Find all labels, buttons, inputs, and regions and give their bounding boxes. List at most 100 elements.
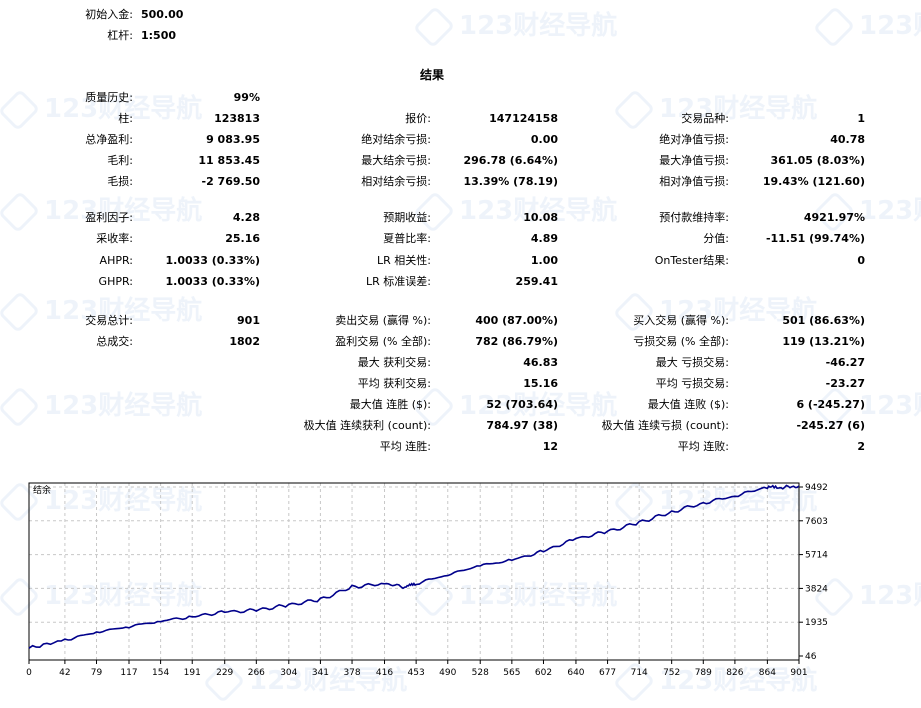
watermark-text: 123财经导航	[859, 391, 921, 421]
col1-label-6: 采收率:	[96, 232, 133, 245]
col2-label-6: LR 相关性:	[377, 254, 431, 267]
col1-label-1: 柱:	[118, 112, 133, 125]
watermark-badge-icon	[412, 5, 456, 48]
col3-label-2: 最大净值亏损:	[659, 154, 729, 167]
col1-label-2: 总净盈利:	[85, 133, 133, 146]
chart-legend: 结余	[33, 484, 51, 496]
y-tick-label: 3824	[805, 584, 828, 594]
col3-value-6: 0	[857, 254, 865, 267]
leverage-label: 杠杆:	[107, 29, 133, 42]
col1-label-5: 盈利因子:	[85, 211, 133, 224]
col2-label-13: 极大值 连续获利 (count):	[303, 419, 431, 432]
x-tick-label: 528	[472, 668, 489, 678]
col1-label-8: GHPR:	[98, 275, 133, 288]
col3-label-7: 买入交易 (赢得 %):	[633, 314, 729, 327]
watermark-text: 123财经导航	[44, 391, 203, 421]
x-tick-label: 752	[663, 668, 680, 678]
col2-value-1: 0.00	[530, 133, 558, 146]
col3-label-8: 亏损交易 (% 全部):	[633, 335, 729, 348]
col3-label-12: 极大值 连续亏损 (count):	[601, 419, 729, 432]
watermark-text: 123财经导航	[459, 11, 618, 41]
col1-value-0: 99%	[233, 91, 260, 104]
col2-value-9: 782 (86.79%)	[475, 335, 558, 348]
watermark-logo: 123财经导航	[412, 5, 618, 48]
col3-value-13: 2	[857, 440, 865, 453]
col2-value-4: 10.08	[523, 211, 558, 224]
col3-value-5: -11.51 (99.74%)	[765, 232, 865, 245]
y-tick-label: 7603	[805, 517, 828, 527]
col2-value-14: 12	[542, 440, 558, 453]
col2-label-3: 相对结余亏损:	[361, 175, 431, 188]
watermark-badge-icon	[0, 88, 41, 131]
y-tick-label: 9492	[805, 483, 828, 493]
watermark-badge-icon	[812, 5, 856, 48]
col2-label-5: 夏普比率:	[383, 232, 431, 245]
x-tick-label: 453	[408, 668, 425, 678]
col2-value-13: 784.97 (38)	[486, 419, 558, 432]
balance-chart: 0 42 79 117 154 191 229 266 304 341 378 416 453 490 52…	[0, 476, 921, 705]
col3-label-11: 最大值 连败 ($):	[647, 398, 729, 411]
col1-value-6: 25.16	[225, 232, 260, 245]
x-tick-label: 42	[59, 668, 70, 678]
balance-chart-svg: 0 42 79 117 154 191 229 266 304 341 378 416 453 490 52…	[26, 482, 828, 678]
col1-value-5: 4.28	[232, 211, 260, 224]
x-tick-label: 341	[312, 668, 329, 678]
col3-label-13: 平均 连败:	[677, 440, 729, 453]
col1-label-4: 毛损:	[107, 175, 133, 188]
col3-label-10: 平均 亏损交易:	[655, 377, 729, 390]
col3-label-6: OnTester结果:	[654, 254, 729, 267]
deposit-label: 初始入金:	[85, 8, 133, 21]
watermark-text: 123财经导航	[859, 11, 921, 41]
col3-label-3: 相对净值亏损:	[659, 175, 729, 188]
col2-value-11: 15.16	[523, 377, 558, 390]
col3-value-8: 119 (13.21%)	[782, 335, 865, 348]
results-title: 结果	[420, 68, 445, 82]
col1-value-7: 1.0033 (0.33%)	[165, 254, 261, 267]
col3-value-4: 4921.97%	[803, 211, 865, 224]
x-tick-label: 565	[503, 668, 520, 678]
x-tick-label: 229	[216, 668, 233, 678]
watermark-badge-icon	[0, 290, 41, 333]
col3-value-12: -245.27 (6)	[796, 419, 865, 432]
x-tick-label: 154	[152, 668, 169, 678]
x-tick-label: 378	[343, 668, 360, 678]
col1-label-3: 毛利:	[107, 154, 133, 167]
col2-label-14: 平均 连胜:	[379, 440, 431, 453]
x-tick-label: 602	[535, 668, 552, 678]
x-tick-label: 79	[91, 668, 103, 678]
col2-label-0: 报价:	[405, 112, 431, 125]
x-tick-label: 304	[280, 668, 297, 678]
col2-value-0: 147124158	[489, 112, 558, 125]
col2-label-10: 最大 获利交易:	[357, 356, 431, 369]
x-tick-label: 677	[599, 668, 616, 678]
col2-value-7: 259.41	[515, 275, 558, 288]
col2-label-8: 卖出交易 (赢得 %):	[335, 314, 431, 327]
col1-value-8: 1.0033 (0.33%)	[165, 275, 261, 288]
col2-value-6: 1.00	[530, 254, 558, 267]
x-tick-label: 416	[376, 668, 393, 678]
col1-value-3: 11 853.45	[198, 154, 260, 167]
col3-value-2: 361.05 (8.03%)	[770, 154, 866, 167]
watermark-logo: 123财经导航	[0, 385, 202, 428]
col1-label-0: 质量历史:	[85, 91, 133, 104]
x-tick-label: 826	[726, 668, 743, 678]
col2-label-4: 预期收益:	[383, 211, 431, 224]
watermark-badge-icon	[612, 88, 656, 131]
x-tick-label: 789	[695, 668, 712, 678]
x-tick-label: 640	[567, 668, 584, 678]
watermark-logo: 123财经导航	[812, 5, 921, 48]
col2-value-2: 296.78 (6.64%)	[463, 154, 559, 167]
y-tick-label: 1935	[805, 618, 828, 628]
col3-value-7: 501 (86.63%)	[782, 314, 865, 327]
col3-value-11: 6 (-245.27)	[796, 398, 865, 411]
col1-value-9: 901	[237, 314, 260, 327]
x-tick-label: 901	[790, 668, 807, 678]
x-tick-label: 117	[120, 668, 137, 678]
col1-value-2: 9 083.95	[206, 133, 260, 146]
col3-label-5: 分值:	[703, 232, 729, 245]
col1-label-10: 总成交:	[96, 335, 133, 348]
col1-value-1: 123813	[214, 112, 260, 125]
col3-label-0: 交易品种:	[681, 112, 729, 125]
watermark-text: 123财经导航	[859, 196, 921, 226]
col1-label-9: 交易总计:	[85, 314, 133, 327]
